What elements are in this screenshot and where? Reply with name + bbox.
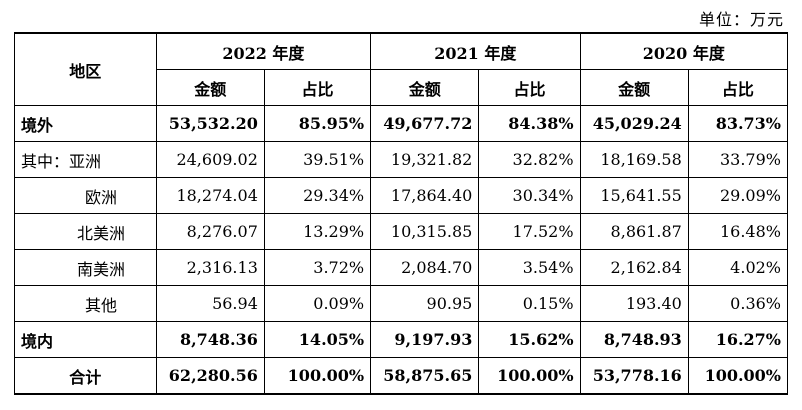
cell: 14.05% bbox=[263, 321, 372, 358]
cell: 16.48% bbox=[687, 213, 789, 250]
table-row: 其他 56.94 0.09% 90.95 0.15% 193.40 0.36% bbox=[14, 285, 789, 322]
table-row: 其中：亚洲 24,609.02 39.51% 19,321.82 32.82% … bbox=[14, 141, 789, 178]
cell: 0.15% bbox=[478, 285, 581, 322]
cell: 62,280.56 bbox=[155, 357, 265, 395]
share-header: 占比 bbox=[687, 69, 789, 106]
revenue-by-region-table: 地区 2022 年度 2021 年度 2020 年度 金额 占比 金额 占比 金… bbox=[14, 32, 789, 395]
row-label: 境内 bbox=[14, 321, 157, 358]
cell: 45,029.24 bbox=[579, 105, 689, 142]
cell: 49,677.72 bbox=[370, 105, 480, 142]
cell: 15.62% bbox=[478, 321, 581, 358]
cell: 56.94 bbox=[155, 285, 265, 322]
cell: 29.09% bbox=[687, 177, 789, 214]
cell: 0.36% bbox=[687, 285, 789, 322]
cell: 83.73% bbox=[687, 105, 789, 142]
cell: 53,778.16 bbox=[579, 357, 689, 395]
cell: 32.82% bbox=[478, 141, 581, 178]
year-header-2021: 2021 年度 bbox=[370, 32, 581, 70]
row-label: 其他 bbox=[14, 285, 157, 322]
cell: 29.34% bbox=[263, 177, 372, 214]
cell: 90.95 bbox=[370, 285, 480, 322]
cell: 15,641.55 bbox=[579, 177, 689, 214]
header-row-metrics: 金额 占比 金额 占比 金额 占比 bbox=[15, 69, 789, 106]
cell: 13.29% bbox=[263, 213, 372, 250]
cell: 19,321.82 bbox=[370, 141, 480, 178]
share-header: 占比 bbox=[478, 69, 581, 106]
amount-header: 金额 bbox=[370, 69, 480, 106]
row-label: 合计 bbox=[14, 357, 157, 395]
cell: 2,316.13 bbox=[155, 249, 265, 286]
row-label: 南美洲 bbox=[14, 249, 157, 286]
row-label: 欧洲 bbox=[14, 177, 157, 214]
cell: 8,748.36 bbox=[155, 321, 265, 358]
cell: 39.51% bbox=[263, 141, 372, 178]
table-row: 南美洲 2,316.13 3.72% 2,084.70 3.54% 2,162.… bbox=[14, 249, 789, 286]
cell: 8,861.87 bbox=[579, 213, 689, 250]
year-header-2022: 2022 年度 bbox=[155, 32, 372, 70]
cell: 8,276.07 bbox=[155, 213, 265, 250]
table-row: 北美洲 8,276.07 13.29% 10,315.85 17.52% 8,8… bbox=[14, 213, 789, 250]
region-header: 地区 bbox=[14, 32, 157, 106]
cell: 16.27% bbox=[687, 321, 789, 358]
cell: 4.02% bbox=[687, 249, 789, 286]
cell: 3.72% bbox=[263, 249, 372, 286]
cell: 2,162.84 bbox=[579, 249, 689, 286]
cell: 8,748.93 bbox=[579, 321, 689, 358]
share-header: 占比 bbox=[263, 69, 372, 106]
year-header-2020: 2020 年度 bbox=[579, 32, 789, 70]
table-row: 境外 53,532.20 85.95% 49,677.72 84.38% 45,… bbox=[14, 105, 789, 142]
cell: 24,609.02 bbox=[155, 141, 265, 178]
cell: 3.54% bbox=[478, 249, 581, 286]
total-row: 合计 62,280.56 100.00% 58,875.65 100.00% 5… bbox=[14, 357, 789, 395]
row-label: 其中：亚洲 bbox=[14, 141, 157, 178]
row-label: 境外 bbox=[14, 105, 157, 142]
amount-header: 金额 bbox=[579, 69, 689, 106]
cell: 2,084.70 bbox=[370, 249, 480, 286]
cell: 17.52% bbox=[478, 213, 581, 250]
cell: 30.34% bbox=[478, 177, 581, 214]
cell: 0.09% bbox=[263, 285, 372, 322]
cell: 53,532.20 bbox=[155, 105, 265, 142]
amount-header: 金额 bbox=[155, 69, 265, 106]
cell: 84.38% bbox=[478, 105, 581, 142]
cell: 100.00% bbox=[687, 357, 789, 395]
cell: 193.40 bbox=[579, 285, 689, 322]
cell: 100.00% bbox=[478, 357, 581, 395]
header-row-years: 地区 2022 年度 2021 年度 2020 年度 bbox=[14, 32, 789, 106]
cell: 17,864.40 bbox=[370, 177, 480, 214]
cell: 85.95% bbox=[263, 105, 372, 142]
cell: 58,875.65 bbox=[370, 357, 480, 395]
row-label: 北美洲 bbox=[14, 213, 157, 250]
cell: 9,197.93 bbox=[370, 321, 480, 358]
cell: 100.00% bbox=[263, 357, 372, 395]
cell: 10,315.85 bbox=[370, 213, 480, 250]
table-row: 欧洲 18,274.04 29.34% 17,864.40 30.34% 15,… bbox=[14, 177, 789, 214]
cell: 18,274.04 bbox=[155, 177, 265, 214]
cell: 33.79% bbox=[687, 141, 789, 178]
cell: 18,169.58 bbox=[579, 141, 689, 178]
table-row: 境内 8,748.36 14.05% 9,197.93 15.62% 8,748… bbox=[14, 321, 789, 358]
unit-label: 单位：万元 bbox=[698, 10, 784, 29]
